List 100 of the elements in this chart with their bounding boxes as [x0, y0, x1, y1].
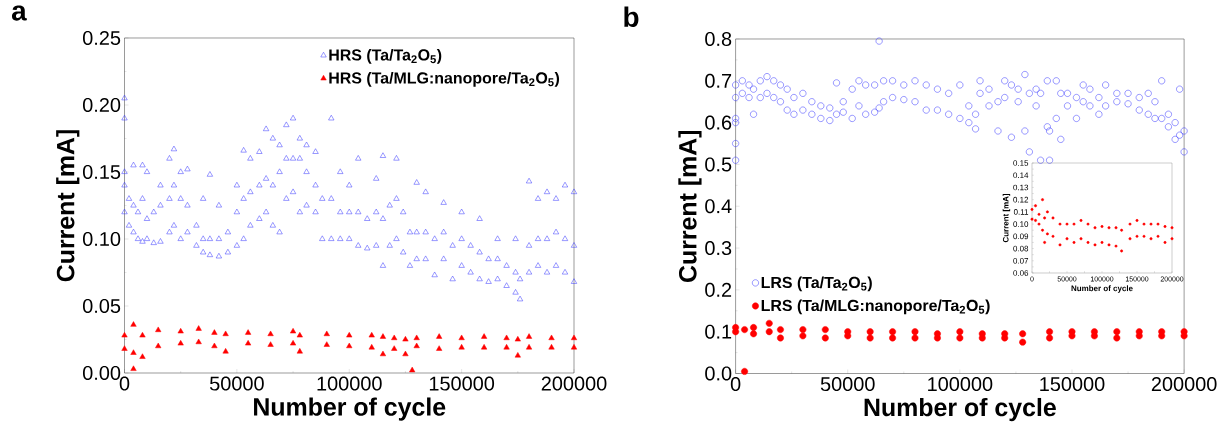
point	[548, 334, 555, 341]
point	[1142, 234, 1146, 238]
point	[458, 334, 465, 341]
point	[211, 342, 218, 349]
point	[1086, 241, 1090, 244]
point	[1135, 234, 1139, 238]
y-tick-label: 0.3	[705, 241, 732, 256]
x-tick-label: 150000	[429, 376, 495, 391]
point	[1163, 241, 1167, 244]
point	[402, 336, 409, 342]
point	[413, 334, 420, 341]
point	[195, 325, 202, 331]
y-axis-title: Current [mA]	[678, 130, 702, 283]
point	[267, 341, 274, 347]
y-tick-label: 0.1	[705, 324, 732, 339]
point	[130, 321, 137, 327]
point	[1079, 219, 1083, 222]
point	[1065, 222, 1069, 226]
point	[177, 340, 184, 346]
point	[503, 334, 510, 341]
point	[177, 328, 184, 334]
y-tick-label: 0.7	[705, 73, 732, 88]
point	[1120, 228, 1124, 232]
point	[1100, 225, 1104, 229]
point	[346, 342, 353, 349]
point	[436, 333, 443, 339]
point	[155, 326, 162, 332]
x-axis-title: Number of cycle	[254, 397, 446, 421]
y-axis-title: Current [mA]	[56, 130, 80, 282]
point	[1156, 234, 1160, 238]
x-tick-label: 0	[730, 377, 741, 392]
x-tick-label: 100000	[928, 377, 993, 392]
point	[1093, 243, 1097, 247]
point	[1149, 222, 1153, 226]
point	[346, 332, 353, 338]
point	[368, 332, 375, 338]
point	[1149, 237, 1153, 241]
point	[130, 365, 137, 371]
point	[503, 344, 510, 350]
chart-title: b	[624, 6, 639, 27]
point	[379, 333, 386, 339]
point	[290, 340, 297, 346]
point	[1114, 226, 1118, 230]
y-tick-label: 0.0	[705, 366, 732, 381]
point	[1043, 216, 1047, 220]
point	[526, 333, 533, 339]
point	[323, 330, 330, 336]
point	[130, 349, 137, 355]
point	[1072, 241, 1076, 244]
point	[1037, 222, 1041, 226]
point	[1030, 217, 1034, 221]
point	[402, 350, 409, 357]
point	[1093, 226, 1097, 230]
point	[548, 344, 555, 350]
point	[267, 330, 274, 336]
y-tick-label: 0.5	[705, 157, 732, 172]
point	[1037, 212, 1041, 216]
legend-label: HRS (Ta/Ta$_{2}$O$_{5}$)	[329, 48, 442, 64]
point	[1043, 241, 1047, 244]
point	[290, 328, 297, 334]
point	[1058, 243, 1062, 247]
point	[1041, 228, 1044, 232]
point	[481, 333, 488, 339]
point	[1051, 234, 1055, 238]
y-tick-label: 0.2	[705, 282, 732, 297]
y-tick-label: 0.05	[82, 298, 121, 314]
y-tick-label: 0.6	[705, 115, 732, 130]
point	[1142, 222, 1146, 226]
point	[409, 366, 416, 373]
point	[1058, 222, 1062, 226]
point	[1072, 222, 1076, 226]
point	[139, 332, 146, 338]
y-tick-label: 0.4	[705, 199, 732, 214]
point	[1100, 241, 1104, 244]
point	[139, 353, 146, 359]
y-tick-label: 0.20	[82, 97, 121, 113]
point	[222, 348, 229, 354]
point	[296, 348, 303, 354]
point	[1163, 225, 1167, 229]
point	[155, 342, 162, 349]
point	[436, 345, 443, 351]
point	[245, 329, 252, 335]
point	[1128, 222, 1132, 226]
point	[1045, 210, 1049, 214]
point	[1034, 219, 1037, 222]
x-tick-label: 200000	[541, 376, 607, 391]
point	[1030, 208, 1034, 211]
point	[570, 334, 578, 341]
point	[121, 332, 128, 338]
y-tick-label: 0.25	[82, 30, 121, 46]
point	[481, 344, 488, 350]
point	[458, 344, 465, 350]
point	[1041, 198, 1044, 202]
point	[222, 330, 229, 336]
point	[1135, 219, 1139, 222]
point	[413, 342, 420, 349]
y-tick-label: 0.00	[82, 365, 121, 381]
x-tick-label: 150000	[1040, 377, 1105, 392]
point	[296, 332, 303, 338]
y-tick-label: 0.8	[705, 31, 732, 47]
